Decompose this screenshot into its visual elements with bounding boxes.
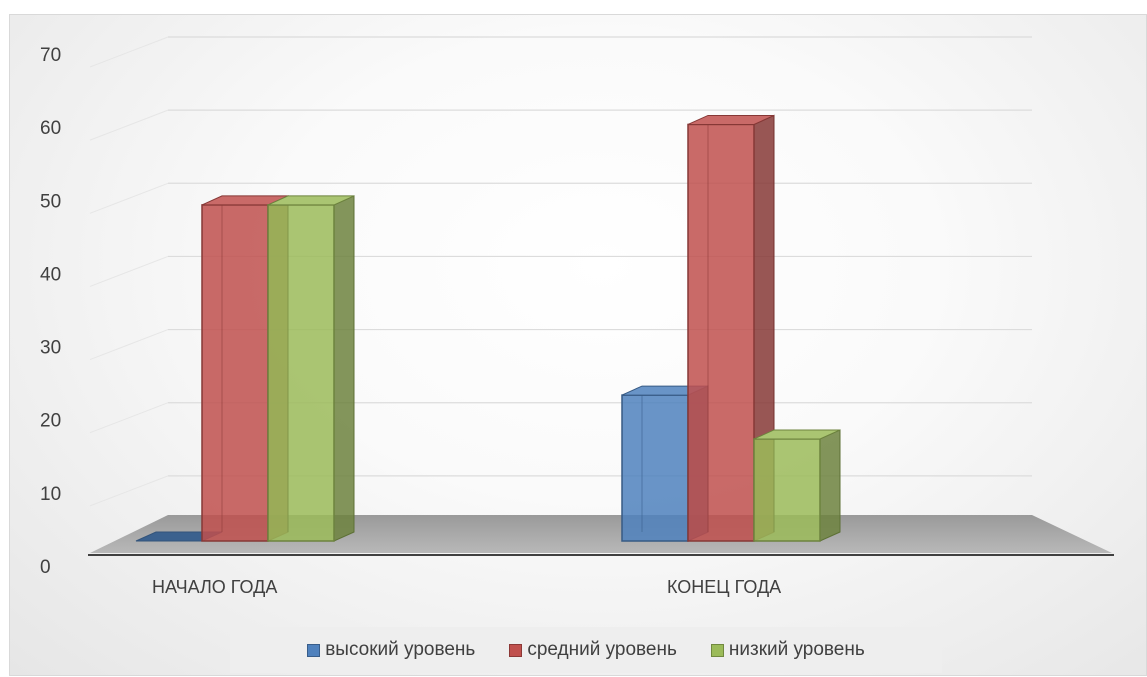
y-tick-label: 40 xyxy=(40,264,61,285)
bar-front-face xyxy=(267,204,335,542)
legend-item-high: высокий уровень xyxy=(307,639,475,661)
y-tick-label: 10 xyxy=(40,484,61,505)
bar-front-face xyxy=(201,204,269,542)
x-category-label: КОНЕЦ ГОДА xyxy=(667,577,781,597)
y-tick-label: 70 xyxy=(40,45,61,66)
y-tick-label: 50 xyxy=(40,191,61,212)
legend-swatch-low xyxy=(710,643,724,657)
x-category-label: НАЧАЛО ГОДА xyxy=(152,577,277,597)
bar-front-face xyxy=(621,394,689,542)
chart-plot: 0 10 20 30 40 50 60 70 НАЧАЛО ГОДА КОНЕЦ ГОДА xyxy=(40,36,1114,597)
legend-swatch-medium xyxy=(509,643,523,657)
y-tick-label: 60 xyxy=(40,118,61,139)
gridline-side xyxy=(89,329,169,361)
legend: высокий уровень средний уровень низкий у… xyxy=(230,627,942,673)
gridline-side xyxy=(89,475,169,507)
chart-area: 0 10 20 30 40 50 60 70 НАЧАЛО ГОДА КОНЕЦ ГОДА выс… xyxy=(9,14,1147,676)
y-tick-label: 30 xyxy=(40,338,61,359)
gridline-side xyxy=(89,255,169,287)
bar-side-face xyxy=(819,429,841,542)
y-tick-label: 20 xyxy=(40,411,61,432)
legend-label-medium: средний уровень xyxy=(527,639,677,660)
legend-label-high: высокий уровень xyxy=(325,639,476,660)
gridline-side xyxy=(89,109,169,141)
legend-item-low: низкий уровень xyxy=(710,639,865,661)
bar-top-face xyxy=(687,114,775,125)
bar-front-face xyxy=(753,438,821,542)
bar-top-face xyxy=(753,429,841,440)
bar-top-face xyxy=(267,195,355,206)
gridline-side xyxy=(89,402,169,434)
legend-item-medium: средний уровень xyxy=(509,639,677,661)
bar-front-face xyxy=(687,123,755,542)
legend-label-low: низкий уровень xyxy=(728,639,865,660)
bar-low-start xyxy=(267,195,355,542)
y-tick-label: 0 xyxy=(40,557,51,578)
gridline-side xyxy=(89,36,169,68)
bar-side-face xyxy=(333,195,355,542)
bar-low-end xyxy=(753,429,841,542)
legend-swatch-high xyxy=(307,643,321,657)
gridline-side xyxy=(89,182,169,214)
